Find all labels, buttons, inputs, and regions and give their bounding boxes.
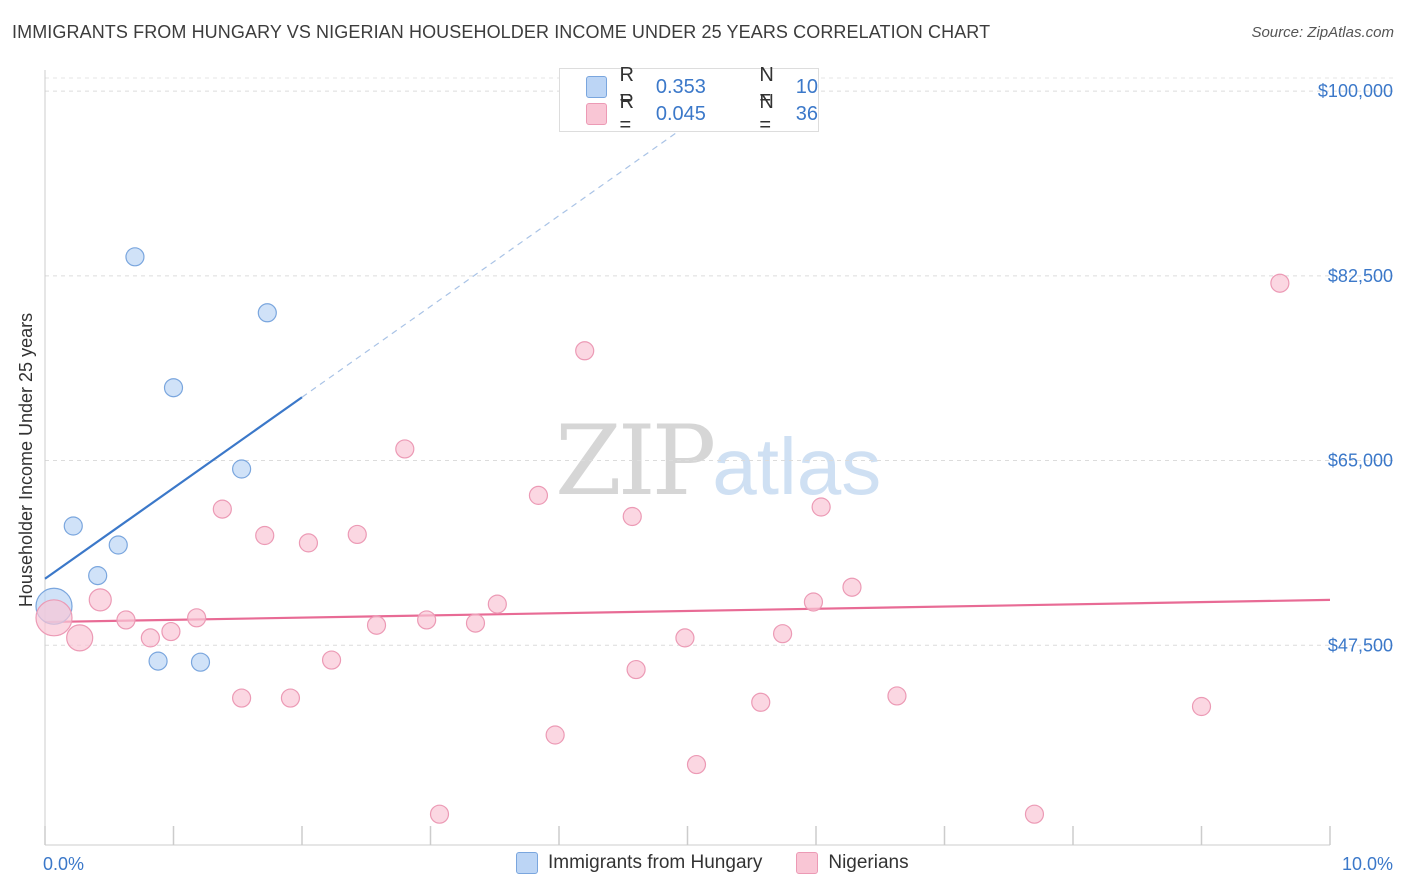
series-label-hungary: Immigrants from Hungary: [548, 852, 763, 873]
x-tick-label: 0.0%: [43, 854, 84, 874]
nigerians-point: [212, 499, 232, 519]
legend-row-nigerians: R = 0.045 N = 36: [586, 91, 819, 136]
nigerians-point: [842, 577, 862, 597]
legend-swatch-nigerians: [586, 103, 608, 125]
trend-line-0: [44, 396, 303, 580]
y-tick-label: $100,000: [1318, 81, 1393, 101]
nigerians-point: [803, 592, 824, 612]
series-legend: Immigrants from Hungary Nigerians: [516, 852, 943, 874]
legend-row-hungary: R = 0.353 N = 10: [586, 64, 819, 109]
series-legend-nigerians[interactable]: Nigerians: [796, 852, 909, 874]
nigerians-point: [1024, 804, 1045, 824]
series-label-nigerians: Nigerians: [828, 852, 909, 873]
nigerians-point: [487, 594, 507, 614]
hungary-point: [257, 303, 277, 323]
nigerians-point: [622, 506, 642, 527]
nigerians-point: [116, 610, 136, 630]
hungary-point: [232, 459, 252, 479]
nigerians-point: [232, 688, 252, 708]
source-credit: Source: ZipAtlas.com: [1251, 24, 1394, 41]
legend-r-label: R =: [619, 91, 634, 136]
nigerians-point: [528, 485, 549, 505]
nigerians-point: [88, 588, 112, 612]
nigerians-point: [772, 624, 793, 644]
hungary-point: [163, 378, 184, 398]
legend-n-value: 36: [795, 102, 819, 125]
legend-n-label: N =: [759, 91, 774, 136]
hungary-point: [125, 247, 145, 267]
legend-n-label: N =: [759, 64, 774, 109]
nigerians-point: [298, 533, 319, 553]
nigerians-point: [161, 621, 181, 642]
y-tick-label: $82,500: [1328, 266, 1393, 286]
nigerians-point: [686, 754, 707, 775]
grid-lines: [45, 77, 1395, 646]
y-tick-label: $65,000: [1328, 451, 1393, 471]
axes: [44, 70, 1331, 846]
nigerians-point: [280, 688, 301, 708]
nigerians-point: [66, 624, 94, 652]
nigerians-point: [675, 628, 695, 648]
axis-labels: $47,500 $65,000 $82,500 $100,000 0.0% 10.0% Ho…: [16, 81, 1393, 874]
nigerians-point: [187, 608, 207, 628]
nigerians-point: [626, 659, 646, 680]
nigerians-point: [255, 525, 275, 546]
nigerians-point: [545, 725, 565, 745]
data-points: [35, 247, 1290, 824]
chart-title: IMMIGRANTS FROM HUNGARY VS NIGERIAN HOUS…: [12, 22, 991, 42]
nigerians-point: [140, 628, 160, 648]
legend-r-value: 0.353: [655, 75, 706, 98]
trend-line-1: [44, 598, 1331, 624]
series-swatch-hungary: [516, 852, 538, 874]
nigerians-point: [347, 524, 367, 545]
stats-legend: R = 0.353 N = 10 R = 0.045 N = 36: [559, 64, 819, 136]
nigerians-point: [575, 341, 595, 361]
legend-n-value: 10: [795, 75, 819, 98]
nigerians-point: [887, 686, 907, 706]
hungary-point: [108, 535, 128, 555]
nigerians-point: [1270, 273, 1290, 293]
hungary-point: [148, 651, 168, 671]
hungary-point: [88, 566, 108, 586]
y-tick-label: $47,500: [1328, 635, 1393, 655]
nigerians-point: [811, 497, 831, 517]
watermark-atlas: atlas: [712, 422, 882, 511]
nigerians-point: [417, 610, 437, 630]
nigerians-point: [751, 692, 771, 712]
nigerians-point: [1191, 696, 1212, 717]
trend-extension-0: [301, 124, 688, 398]
legend-r-value: 0.045: [655, 102, 706, 125]
hungary-point: [63, 516, 83, 536]
legend-r-label: R =: [619, 64, 634, 109]
hungary-point: [190, 652, 211, 672]
trend-lines: [44, 124, 1331, 624]
nigerians-point: [429, 804, 450, 824]
nigerians-point: [395, 439, 415, 459]
legend-swatch-hungary: [586, 76, 608, 98]
nigerians-point: [35, 599, 73, 637]
x-tick-label: 10.0%: [1342, 854, 1393, 874]
nigerians-point: [321, 650, 342, 670]
nigerians-point: [465, 613, 486, 633]
series-swatch-nigerians: [796, 852, 819, 874]
y-axis-label: Householder Income Under 25 years: [16, 313, 36, 607]
nigerians-point: [366, 615, 387, 635]
series-legend-hungary[interactable]: Immigrants from Hungary: [516, 852, 762, 874]
